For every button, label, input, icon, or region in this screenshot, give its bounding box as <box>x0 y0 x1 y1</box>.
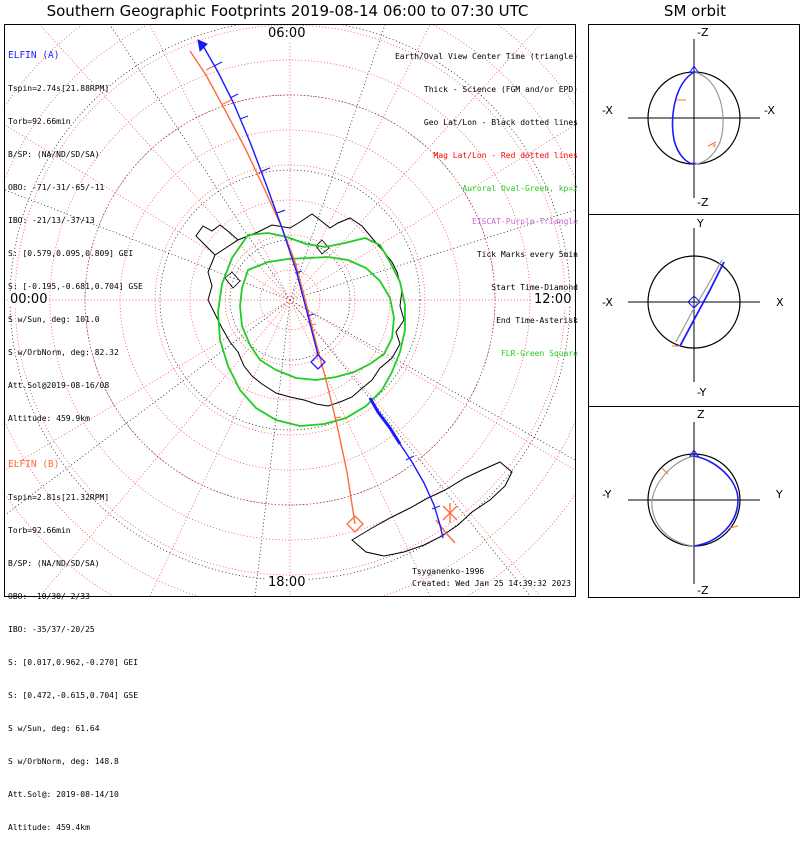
elfin-b-line: S w/Sun, deg: 61.64 <box>8 724 100 733</box>
sm2-right-label: X <box>776 296 784 309</box>
legend: Earth/Oval View Center Time (triangle) T… <box>395 29 578 370</box>
elfin-a-info: ELFIN (A) Tspin=2.74s[21.88RPM] Torb=92.… <box>8 28 143 435</box>
elfin-a-line: S w/Sun, deg: 101.0 <box>8 315 100 324</box>
elfin-b-line: S: [0.472,-0.615,0.704] GSE <box>8 691 139 700</box>
elfin-a-line: OBO: -71/-31/-65/-11 <box>8 183 105 192</box>
legend-item: Earth/Oval View Center Time (triangle) <box>394 52 578 61</box>
elfin-b-line: S: [0.017,0.962,-0.270] GEI <box>8 658 139 667</box>
south-america-coastline <box>351 461 513 557</box>
sm3-right-label: Y <box>776 488 783 501</box>
elfin-a-line: Att.Sol@2019-08-16/08 <box>8 381 110 390</box>
elfin-b-line: Altitude: 459.4km <box>8 823 90 832</box>
elfin-b-end-asterisk <box>442 503 458 523</box>
elfin-b-line: Torb=92.66min <box>8 526 71 535</box>
model-credit: Tsyganenko-1996 <box>412 567 485 576</box>
elfin-a-line: Torb=92.66min <box>8 117 71 126</box>
elfin-b-line: IBO: -35/37/-20/25 <box>8 625 95 634</box>
main-plot-frame <box>4 24 576 597</box>
clock-label-top: 06:00 <box>266 26 308 41</box>
antarctica-coastline <box>207 213 405 407</box>
svg-text:*: * <box>712 143 717 153</box>
sm1-left-label: -X <box>602 104 613 117</box>
sm1-top-label: -Z <box>697 26 709 39</box>
elfin-b-header: ELFIN (B) <box>8 459 60 470</box>
sm-panel-3-orbit <box>628 422 760 584</box>
elfin-b-info: ELFIN (B) Tspin=2.81s[21.32RPM] Torb=92.… <box>8 437 138 844</box>
sm-orbit-title: SM orbit <box>663 2 727 20</box>
legend-item: Thick - Science (FGM and/or EPD) <box>423 85 578 94</box>
antarctic-peninsula <box>195 224 239 256</box>
clock-label-left: 00:00 <box>8 292 50 307</box>
auroral-oval-inner <box>239 256 395 381</box>
sm3-left-label: -Y <box>602 488 612 501</box>
elfin-a-line: S: [-0.195,-0.681,0.704] GSE <box>8 282 143 291</box>
elfin-b-line: Tspin=2.81s[21.32RPM] <box>8 493 110 502</box>
svg-text:*: * <box>692 161 697 171</box>
geo-grid-meridians <box>5 25 575 596</box>
sm-panel-2-orbit <box>628 228 760 382</box>
elfin-a-line: Altitude: 459.9km <box>8 414 90 423</box>
legend-item: End Time-Asterisk <box>496 316 578 325</box>
auroral-oval-outer <box>217 232 406 427</box>
clock-label-bottom: 18:00 <box>266 575 308 590</box>
legend-item: Auroral Oval-Green, kp=2 <box>462 184 578 193</box>
legend-item: Mag Lat/Lon - Red dotted lines <box>433 151 579 160</box>
elfin-a-view-triangle <box>197 39 208 53</box>
legend-item: Start Time-Diamond <box>491 283 578 292</box>
elfin-b-start-diamond <box>346 515 364 533</box>
sm1-right-label: -X <box>764 104 775 117</box>
elfin-b-tick-marks <box>205 65 342 419</box>
legend-item: EISCAT-Purple Triangle <box>472 217 578 226</box>
legend-item: Geo Lat/Lon - Black dotted lines <box>423 118 578 127</box>
elfin-a-line: IBO: -21/13/-37/13 <box>8 216 95 225</box>
sm2-bottom-label: -Y <box>697 386 707 399</box>
sm3-bottom-label: -Z <box>697 584 709 597</box>
sm2-top-label: Y <box>697 217 704 230</box>
elfin-a-start-diamond <box>310 354 326 370</box>
page-title: Southern Geographic Footprints 2019-08-1… <box>46 2 529 20</box>
elfin-b-line: B/SP: (NA/ND/SD/SA) <box>8 559 100 568</box>
legend-item: FLR-Green Square <box>500 349 578 358</box>
clock-label-right: 12:00 <box>532 292 574 307</box>
elfin-a-tick-marks <box>213 61 441 510</box>
elfin-b-line: Att.Sol@: 2019-08-14/10 <box>8 790 119 799</box>
elfin-b-line: OBO: -10/30/-2/33 <box>8 592 90 601</box>
sm-panel-1-orbit: * * <box>628 39 760 198</box>
elfin-a-line: S: [0.579,0.095,0.809] GEI <box>8 249 134 258</box>
created-credit: Created: Wed Jan 25 14:39:32 2023 <box>412 579 571 588</box>
elfin-a-line: S w/OrbNorm, deg: 82.32 <box>8 348 119 357</box>
elfin-b-line: S w/OrbNorm, deg: 148.8 <box>8 757 119 766</box>
elfin-a-track <box>197 39 444 539</box>
sm3-top-label: Z <box>697 408 705 421</box>
elfin-a-line: Tspin=2.74s[21.88RPM] <box>8 84 110 93</box>
legend-item: Tick Marks every 5min <box>476 250 578 259</box>
islands-outline <box>224 239 330 289</box>
elfin-a-header: ELFIN (A) <box>8 50 60 61</box>
sm1-bottom-label: -Z <box>697 196 709 209</box>
sm2-left-label: -X <box>602 296 613 309</box>
elfin-a-line: B/SP: (NA/ND/SD/SA) <box>8 150 100 159</box>
